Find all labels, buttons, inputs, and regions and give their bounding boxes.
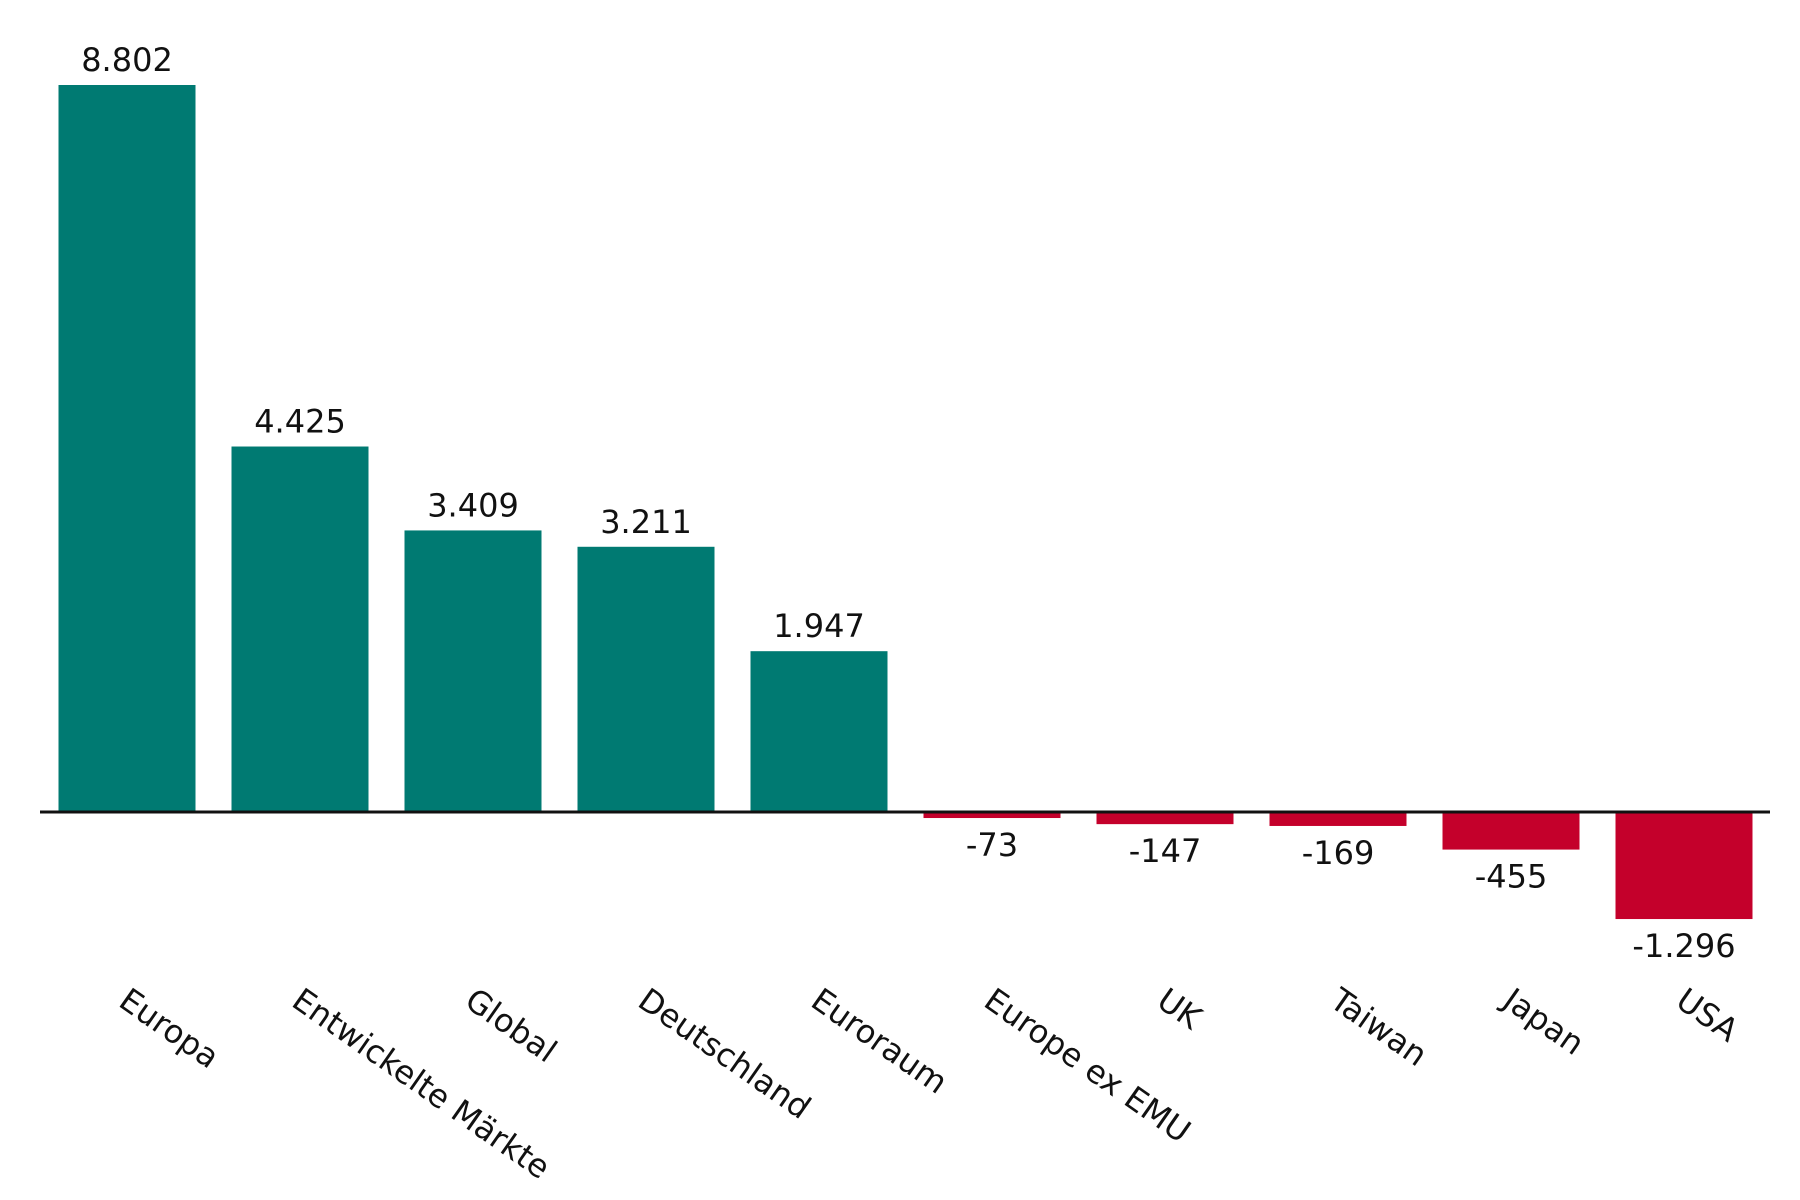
category-label-uk: UK — [1150, 980, 1209, 1037]
value-label-entwickelte-maerkte: 4.425 — [254, 403, 346, 441]
bar-global — [404, 530, 542, 812]
bars-group — [58, 85, 1753, 920]
value-label-euroraum: 1.947 — [773, 607, 865, 645]
category-label-taiwan: Taiwan — [1323, 980, 1435, 1074]
category-label-global: Global — [458, 980, 563, 1070]
value-label-japan: -455 — [1475, 858, 1548, 896]
value-label-deutschland: 3.211 — [600, 503, 692, 541]
category-label-deutschland: Deutschland — [631, 980, 817, 1126]
value-label-europe-ex-emu: -73 — [966, 826, 1018, 864]
bar-entwickelte-maerkte — [231, 446, 369, 812]
value-labels-group: 8.802 4.425 3.409 3.211 1.947 -73 -147 -169 -455… — [81, 41, 1735, 965]
bar-taiwan — [1269, 812, 1407, 826]
category-label-europa: Europa — [112, 980, 226, 1076]
value-label-taiwan: -169 — [1302, 834, 1375, 872]
bar-uk — [1096, 812, 1234, 825]
value-label-europa: 8.802 — [81, 41, 173, 79]
category-label-usa: USA — [1669, 980, 1745, 1049]
bar-usa — [1615, 812, 1753, 920]
bar-deutschland — [577, 546, 715, 812]
bar-europe-ex-emu — [923, 812, 1061, 819]
category-label-euroraum: Euroraum — [804, 980, 954, 1101]
bar-europa — [58, 85, 196, 812]
category-label-japan: Japan — [1495, 979, 1592, 1062]
bar-euroraum — [750, 651, 888, 812]
value-label-usa: -1.296 — [1632, 927, 1735, 965]
value-label-uk: -147 — [1129, 832, 1202, 870]
bar-japan — [1442, 812, 1580, 850]
value-label-global: 3.409 — [427, 486, 519, 524]
